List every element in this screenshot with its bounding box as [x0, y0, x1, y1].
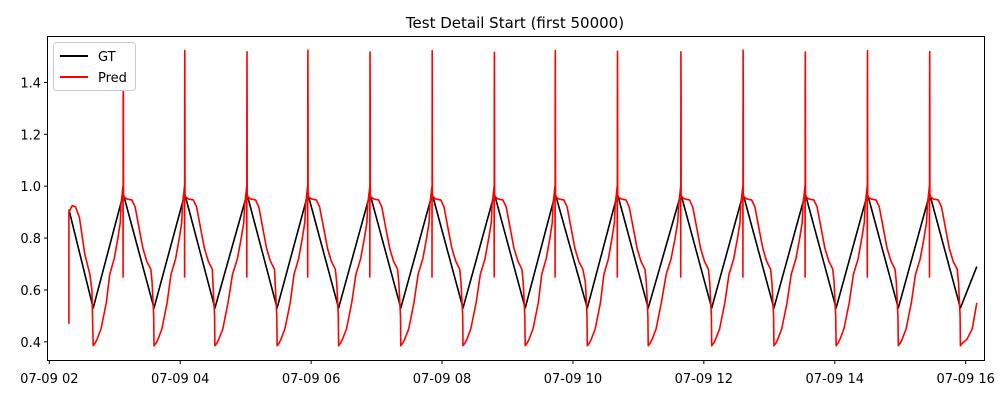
series-line-pred: [68, 49, 978, 347]
y-tick-label: 0.8: [20, 232, 41, 247]
x-tick-label: 07-09 06: [282, 372, 340, 387]
plot-frame: [47, 36, 985, 361]
x-tick-label: 07-09 10: [544, 372, 602, 387]
legend: GT Pred: [53, 42, 136, 91]
x-tick-label: 07-09 04: [151, 372, 209, 387]
y-tick-label: 1.0: [20, 180, 41, 195]
plot-area: 07-09 02 07-09 04 07-09 06 07-09 08 07-09 10…: [20, 36, 995, 387]
y-tick-label: 1.2: [20, 128, 41, 143]
y-tick-label: 1.4: [20, 76, 41, 91]
x-tick-label: 07-09 14: [806, 372, 864, 387]
x-tick-label: 07-09 08: [413, 372, 471, 387]
x-tick-label: 07-09 16: [936, 372, 994, 387]
x-tick-label: 07-09 12: [675, 372, 733, 387]
legend-frame: [53, 42, 136, 91]
y-tick-label: 0.4: [20, 336, 41, 351]
y-tick-label: 0.6: [20, 284, 41, 299]
chart-title: Test Detail Start (first 50000): [405, 14, 624, 32]
legend-label-pred: Pred: [98, 71, 127, 86]
y-axis: 0.4 0.6 0.8 1.0 1.2 1.4: [20, 76, 48, 351]
x-axis: 07-09 02 07-09 04 07-09 06 07-09 08 07-09 10…: [20, 360, 995, 387]
x-tick-label: 07-09 02: [20, 372, 78, 387]
legend-label-gt: GT: [98, 50, 116, 65]
series-layer: [68, 49, 978, 347]
